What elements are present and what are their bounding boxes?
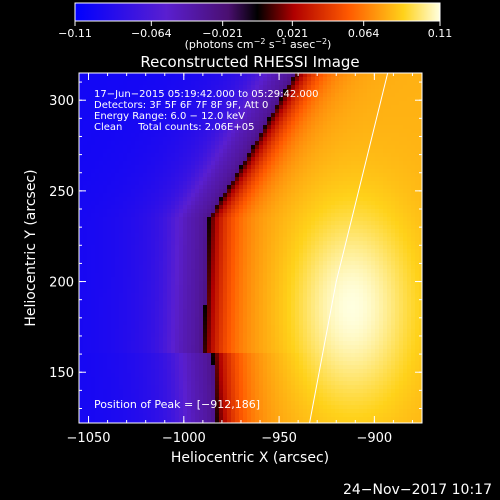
y-axis-label: Heliocentric Y (arcsec) [23, 169, 39, 326]
colorbar-tick-label: −0.11 [58, 27, 92, 40]
y-axis-ticks: 150 200 250 300 [49, 81, 422, 409]
y-tick-label: 300 [49, 94, 74, 109]
heatmap-image [79, 73, 422, 423]
colorbar-tick-label: 0.021 [277, 27, 309, 40]
colorbar-tick-label: −0.064 [131, 27, 172, 40]
annotation-line: Energy Range: 6.0 − 12.0 keV [94, 111, 245, 122]
annotation-line: 17−Jun−2015 05:19:42.000 to 05:29:42.000 [94, 89, 319, 100]
x-axis-label: Heliocentric X (arcsec) [171, 450, 329, 466]
plot-frame [78, 72, 423, 424]
annotation-block: 17−Jun−2015 05:19:42.000 to 05:29:42.000… [94, 89, 319, 133]
peak-annotation: Position of Peak = [−912,186] [94, 398, 260, 411]
colorbar-tick-label: −0.021 [202, 27, 243, 40]
annotation-line: Clean Total counts: 2.06E+05 [94, 122, 254, 133]
x-tick-label: −950 [261, 431, 297, 446]
x-tick-label: −1050 [67, 431, 111, 446]
x-tick-label: −1000 [162, 431, 206, 446]
colorbar [74, 2, 441, 22]
annotation-line: Detectors: 3F 5F 6F 7F 8F 9F, Att 0 [94, 100, 268, 111]
y-tick-label: 250 [49, 185, 74, 200]
colorbar-tick-label: 0.11 [428, 27, 453, 40]
x-tick-label: −900 [357, 431, 393, 446]
x-axis-ticks: −1050 −1000 −950 −900 [67, 73, 413, 446]
solar-limb-line [309, 73, 389, 423]
colorbar-unit-label: (photons cm−2 s−1 asec−2) [185, 37, 332, 52]
y-tick-label: 150 [49, 366, 74, 381]
y-tick-label: 200 [49, 276, 74, 291]
colorbar-ticks: −0.11 −0.064 −0.021 0.021 0.064 0.11 [58, 21, 452, 40]
colorbar-tick-label: 0.064 [348, 27, 380, 40]
chart-title: Reconstructed RHESSI Image [140, 53, 359, 71]
timestamp: 24−Nov−2017 10:17 [342, 482, 492, 498]
